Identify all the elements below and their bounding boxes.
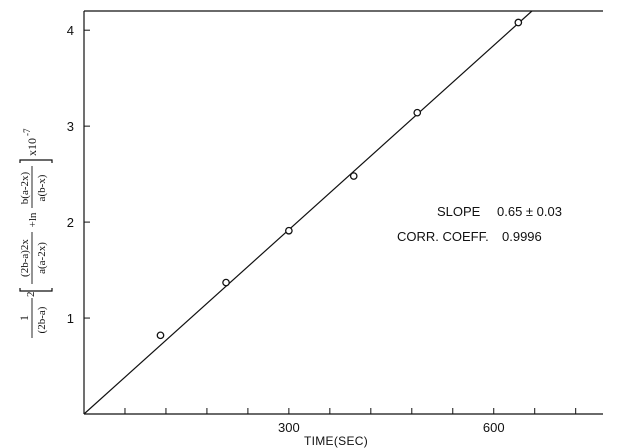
data-point xyxy=(514,18,523,27)
data-point xyxy=(222,278,230,287)
y-tick-label: 4 xyxy=(67,23,74,38)
y-ticks: 1 2 3 4 xyxy=(67,23,90,326)
ylabel-fraction2-denominator: a(b-x) xyxy=(36,174,48,201)
ylabel-multiplier-exponent: -7 xyxy=(22,128,32,136)
slope-value: 0.65 ± 0.03 xyxy=(497,204,562,219)
y-tick-label: 3 xyxy=(67,119,74,134)
x-tick-label: 600 xyxy=(483,420,505,435)
data-point xyxy=(349,172,358,180)
y-tick-label: 2 xyxy=(67,215,74,230)
data-point xyxy=(285,226,293,235)
x-axis-label: TIME(SEC) xyxy=(304,434,368,448)
ylabel-fraction1-numerator: (2b-a)2x xyxy=(19,239,31,277)
slope-label: SLOPE xyxy=(437,204,481,219)
ylabel-prefactor-numerator: 1 xyxy=(17,315,31,321)
data-point xyxy=(413,108,422,117)
ylabel-plus-ln: +ln xyxy=(27,212,39,227)
ylabel-prefactor-denominator: (2b-a) xyxy=(36,306,48,333)
axes xyxy=(83,10,603,415)
ylabel-prefactor-exponent: 2 xyxy=(25,292,37,298)
data-point xyxy=(156,331,165,340)
data-points xyxy=(156,18,523,340)
ylabel-fraction1-denominator: a(a-2x) xyxy=(36,242,48,274)
y-tick-label: 1 xyxy=(67,311,74,326)
corr-coeff-value: 0.9996 xyxy=(502,229,542,244)
ylabel-multiplier: x10 xyxy=(25,138,39,156)
y-axis-label: 1 (2b-a) 2 (2b-a)2x a(a-2x) +ln b(a-2x) … xyxy=(17,128,53,338)
x-ticks: 300 600 xyxy=(124,408,577,435)
corr-coeff-label: CORR. COEFF. xyxy=(397,229,489,244)
fit-line xyxy=(83,10,533,415)
fit-annotation: SLOPE 0.65 ± 0.03 CORR. COEFF. 0.9996 xyxy=(397,204,562,244)
x-tick-label: 300 xyxy=(278,420,300,435)
ylabel-fraction2-numerator: b(a-2x) xyxy=(19,171,31,204)
